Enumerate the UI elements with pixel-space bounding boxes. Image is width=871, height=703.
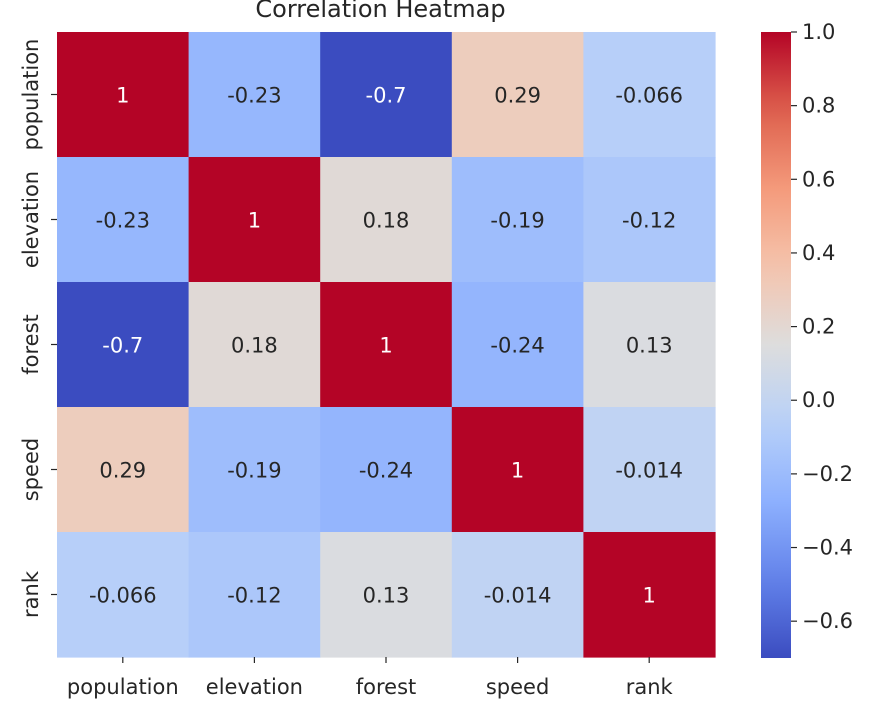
cell-value-label: -0.23 [227, 84, 281, 108]
cell-value-label: 0.18 [231, 334, 278, 358]
cell-value-label: 1 [511, 459, 524, 483]
x-tick-label: population [67, 675, 179, 699]
heatmap-cell [320, 157, 453, 283]
heatmap-cell [451, 532, 584, 658]
heatmap-cell [451, 407, 584, 533]
y-tick-label: population [19, 39, 43, 151]
colorbar-tick-label: −0.2 [802, 462, 853, 486]
heatmap-cell [57, 157, 190, 283]
colorbar-tick-label: 0.0 [802, 388, 835, 412]
heatmap-cell [57, 532, 190, 658]
cell-value-label: -0.19 [490, 209, 544, 233]
cell-value-label: -0.014 [615, 459, 683, 483]
heatmap-cell [451, 32, 584, 158]
cell-value-label: 0.29 [99, 459, 146, 483]
heatmap-cell [188, 407, 321, 533]
cell-value-label: 1 [643, 584, 656, 608]
y-tick-label: elevation [19, 171, 43, 268]
y-tick-label: forest [19, 314, 43, 375]
y-tick-label: speed [19, 438, 43, 501]
colorbar-tick-label: 0.4 [802, 241, 835, 265]
x-tick-label: rank [626, 675, 674, 699]
heatmap-cell [451, 157, 584, 283]
heatmap-cell [57, 282, 190, 408]
colorbar-tick-label: 1.0 [802, 20, 835, 44]
colorbar [761, 32, 791, 658]
heatmap-cell [188, 532, 321, 658]
cell-value-label: 1 [248, 209, 261, 233]
heatmap-cell [583, 157, 716, 283]
cell-value-label: 0.13 [363, 584, 410, 608]
cell-value-label: -0.24 [359, 459, 413, 483]
heatmap-cell [583, 532, 716, 658]
heatmap-cell [583, 32, 716, 158]
cell-value-label: -0.7 [366, 84, 407, 108]
cell-value-label: 0.18 [363, 209, 410, 233]
cell-value-label: 1 [116, 84, 129, 108]
colorbar-tick-label: −0.4 [802, 536, 853, 560]
heatmap-cell [188, 32, 321, 158]
cell-value-label: -0.066 [89, 584, 157, 608]
heatmap-cell [320, 282, 453, 408]
colorbar-tick-label: 0.6 [802, 167, 835, 191]
heatmap-cell [188, 282, 321, 408]
heatmap-cell [188, 157, 321, 283]
x-tick-label: speed [486, 675, 549, 699]
cell-value-label: -0.12 [227, 584, 281, 608]
cell-value-label: -0.19 [227, 459, 281, 483]
heatmap-cell [583, 282, 716, 408]
heatmap-cell [57, 407, 190, 533]
chart-title: Correlation Heatmap [255, 0, 506, 23]
colorbar-tick-label: 0.8 [802, 94, 835, 118]
heatmap-cell [320, 532, 453, 658]
cell-value-label: 0.13 [626, 334, 673, 358]
colorbar-tick-label: 0.2 [802, 315, 835, 339]
colorbar-tick-label: −0.6 [802, 609, 853, 633]
cell-value-label: -0.7 [102, 334, 143, 358]
cell-value-label: -0.23 [96, 209, 150, 233]
cell-value-label: 1 [379, 334, 392, 358]
heatmap-cell [57, 32, 190, 158]
cell-value-label: -0.24 [490, 334, 544, 358]
cell-value-label: -0.12 [622, 209, 676, 233]
cell-value-label: -0.014 [484, 584, 552, 608]
x-tick-label: elevation [206, 675, 303, 699]
cell-value-label: -0.066 [615, 84, 683, 108]
heatmap-cell [320, 32, 453, 158]
cell-value-label: 0.29 [494, 84, 541, 108]
y-tick-label: rank [19, 570, 43, 618]
heatmap-cell [583, 407, 716, 533]
heatmap-cell [451, 282, 584, 408]
heatmap-cell [320, 407, 453, 533]
x-tick-label: forest [356, 675, 417, 699]
